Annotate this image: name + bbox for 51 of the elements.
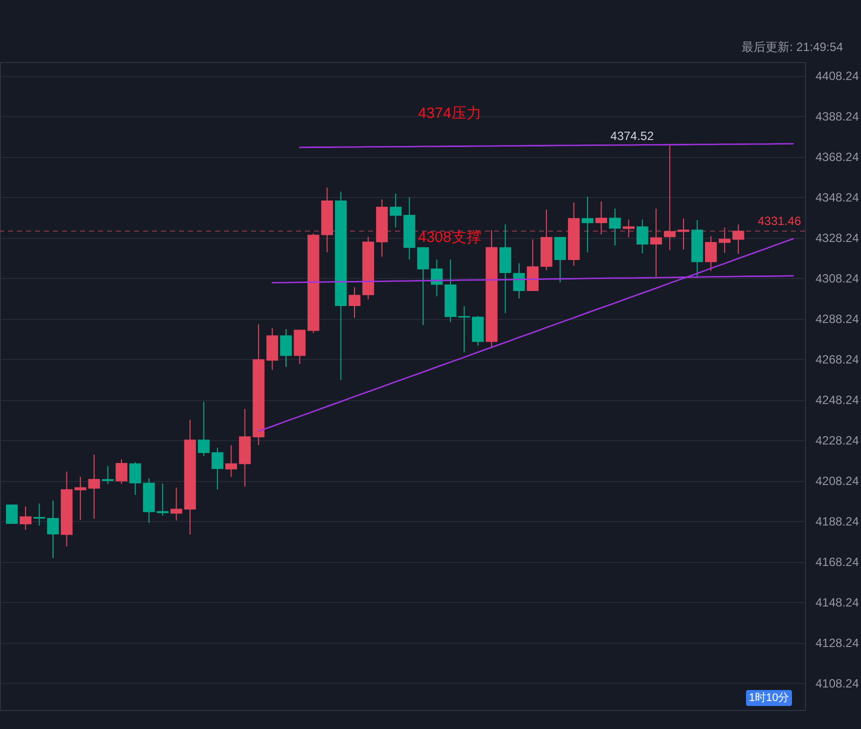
candlestick bbox=[582, 196, 594, 253]
y-tick-label: 4128.24 bbox=[816, 636, 860, 650]
candlestick bbox=[650, 208, 662, 278]
candlestick bbox=[33, 502, 46, 526]
annotation: 1时10分 bbox=[748, 691, 790, 704]
y-tick-label: 4108.24 bbox=[816, 676, 860, 691]
y-tick-label: 4368.24 bbox=[816, 150, 860, 164]
candlestick bbox=[348, 286, 360, 318]
candlestick bbox=[212, 447, 224, 490]
candlestick bbox=[225, 444, 238, 478]
y-tick-label: 4168.24 bbox=[816, 555, 860, 570]
candlestick bbox=[458, 306, 470, 353]
candlestick bbox=[280, 328, 292, 368]
y-tick-label: 4328.24 bbox=[816, 231, 860, 246]
y-tick-label: 4288.24 bbox=[816, 312, 860, 326]
candlestick bbox=[20, 506, 32, 530]
candlestick bbox=[636, 219, 648, 254]
candlestick bbox=[609, 208, 621, 246]
candlestick bbox=[595, 200, 608, 236]
annotation: 4374压力 bbox=[418, 105, 482, 122]
candlestick bbox=[430, 258, 443, 297]
candlestick bbox=[732, 224, 744, 254]
candlestick bbox=[6, 504, 18, 524]
candlestick bbox=[116, 458, 128, 485]
candlestick bbox=[47, 500, 59, 559]
y-tick-label: 4408.24 bbox=[816, 69, 860, 84]
y-tick-label: 4228.24 bbox=[816, 434, 860, 448]
y-tick-label: 4148.24 bbox=[816, 596, 860, 610]
y-tick-label: 4208.24 bbox=[816, 474, 860, 488]
candlestick bbox=[198, 401, 210, 457]
ref-line-label: 4331.46 bbox=[758, 214, 802, 228]
candlestick bbox=[678, 218, 690, 250]
candlestick bbox=[526, 238, 539, 292]
candlestick bbox=[513, 262, 525, 300]
candlestick bbox=[102, 465, 114, 485]
candlestick bbox=[554, 236, 566, 283]
candlestick bbox=[390, 193, 402, 228]
candlestick bbox=[622, 219, 635, 238]
y-tick-label: 4308.24 bbox=[816, 272, 860, 286]
y-tick-label: 4188.24 bbox=[816, 514, 860, 529]
candlestick bbox=[129, 462, 142, 496]
y-tick-label: 4248.24 bbox=[816, 393, 860, 408]
annotation: 4374.52 bbox=[610, 128, 654, 143]
candlestick bbox=[417, 247, 429, 326]
annotation: 4308支撑 bbox=[418, 229, 482, 246]
y-tick-label: 4388.24 bbox=[816, 110, 860, 124]
y-tick-label: 4268.24 bbox=[816, 352, 860, 367]
text: 最后更新: 21:49:54 bbox=[742, 40, 844, 54]
candlestick bbox=[170, 487, 182, 521]
candlestick bbox=[664, 143, 676, 251]
y-tick-label: 4348.24 bbox=[816, 190, 860, 205]
